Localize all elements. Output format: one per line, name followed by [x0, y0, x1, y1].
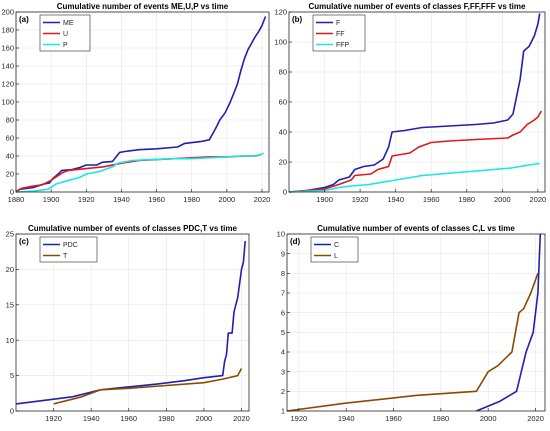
panel-label: (b) — [292, 15, 303, 24]
y-tick-label: 20 — [6, 170, 14, 179]
series-line-ffp — [288, 162, 540, 193]
y-tick-label: 4 — [281, 348, 285, 357]
x-tick-label: 2020 — [530, 195, 547, 204]
series-line-pdc — [15, 241, 246, 405]
x-tick-label: 1920 — [45, 414, 62, 423]
x-tick-label: 1980 — [458, 195, 475, 204]
legend-box — [310, 236, 359, 263]
x-tick-label: 1980 — [433, 414, 450, 423]
panel-b: 1900 1920 1940 1960 1980 2000 2020 0 20 40 60 80 100… — [274, 2, 546, 204]
y-tick-label: 120 — [1, 80, 14, 89]
y-tick-label: 120 — [274, 8, 287, 17]
y-tick-label: 25 — [6, 230, 14, 239]
y-tick-label: 9 — [281, 249, 285, 258]
y-tick-label: 80 — [6, 116, 14, 125]
x-tick-label: 2020 — [254, 195, 271, 204]
y-tick-label: 5 — [10, 371, 14, 380]
series-line-ff — [288, 110, 543, 193]
y-tick-label: 60 — [279, 98, 287, 107]
legend-label: P — [63, 42, 68, 49]
legend-label: ME — [63, 20, 74, 27]
x-tick-label: 2000 — [218, 195, 235, 204]
legend-label: F — [336, 20, 340, 27]
y-tick-label: 20 — [6, 265, 14, 274]
legend-label: C — [334, 242, 339, 249]
legend-label: PDC — [63, 242, 78, 249]
legend-label: FFP — [336, 42, 350, 49]
y-tick-label: 3 — [281, 367, 285, 376]
x-tick-label: 1920 — [352, 195, 369, 204]
y-tick-label: 140 — [1, 62, 14, 71]
plot-area — [287, 234, 545, 411]
y-tick-label: 10 — [277, 230, 285, 239]
panel-a: 1880 1900 1920 1940 1960 1980 2000 2020 0 20 40 60 8… — [1, 2, 270, 204]
x-tick-label: 1940 — [113, 195, 130, 204]
series-line-f — [288, 13, 541, 193]
x-tick-label: 2020 — [527, 414, 544, 423]
y-tick-label: 2 — [281, 387, 285, 396]
x-tick-label: 1960 — [423, 195, 440, 204]
x-tick-label: 1880 — [8, 195, 25, 204]
panel-label: (c) — [19, 237, 29, 246]
chart-title: Cumulative number of events of classes P… — [28, 224, 238, 233]
series-line-me — [15, 16, 267, 193]
legend-label: FF — [336, 31, 345, 38]
y-tick-label: 40 — [6, 152, 14, 161]
x-tick-label: 1960 — [120, 414, 137, 423]
x-tick-label: 1940 — [83, 414, 100, 423]
y-tick-label: 20 — [279, 158, 287, 167]
y-tick-label: 160 — [1, 44, 14, 53]
legend-label: U — [63, 31, 68, 38]
y-tick-label: 0 — [283, 188, 287, 197]
panel-label: (a) — [19, 15, 29, 24]
axes-box — [286, 233, 546, 412]
y-tick-label: 10 — [6, 336, 14, 345]
y-tick-label: 100 — [1, 98, 14, 107]
chart-title: Cumulative number of events ME,U,P vs ti… — [57, 2, 229, 11]
chart-title: Cumulative number of events of classes C… — [317, 224, 515, 233]
series-line-c — [476, 233, 542, 412]
y-tick-label: 8 — [281, 269, 285, 278]
panel-c: 1920 1940 1960 1980 2000 2020 0 5 10 15 20 25 Cumula… — [6, 224, 250, 423]
panel-d: 1920 1940 1960 1980 2000 2020 1 2 3 4 5 6 7 8 9 10 Cumul… — [277, 224, 546, 423]
y-tick-label: 40 — [279, 128, 287, 137]
y-tick-label: 5 — [281, 328, 285, 337]
legend-box — [39, 236, 98, 263]
legend-label: L — [334, 253, 338, 260]
x-tick-label: 1940 — [387, 195, 404, 204]
panel-label: (d) — [290, 237, 301, 246]
y-tick-label: 15 — [6, 300, 14, 309]
series-line-p — [15, 152, 264, 193]
x-tick-label: 1900 — [316, 195, 333, 204]
x-tick-label: 1980 — [158, 414, 175, 423]
x-tick-label: 1920 — [78, 195, 95, 204]
x-tick-label: 2020 — [233, 414, 250, 423]
series-line-l — [286, 273, 539, 412]
y-tick-label: 7 — [281, 289, 285, 298]
x-tick-label: 2000 — [196, 414, 213, 423]
x-tick-label: 1960 — [385, 414, 402, 423]
x-tick-label: 2000 — [494, 195, 511, 204]
chart-title: Cumulative number of events of classes F… — [309, 2, 526, 11]
x-tick-label: 1960 — [148, 195, 165, 204]
x-tick-label: 1900 — [43, 195, 60, 204]
x-tick-label: 1980 — [183, 195, 200, 204]
x-tick-label: 1920 — [290, 414, 307, 423]
y-tick-label: 60 — [6, 134, 14, 143]
axes-box — [15, 233, 250, 412]
y-tick-label: 80 — [279, 68, 287, 77]
y-tick-label: 6 — [281, 308, 285, 317]
x-tick-label: 1940 — [338, 414, 355, 423]
legend-label: T — [63, 253, 68, 260]
y-tick-label: 100 — [274, 38, 287, 47]
y-tick-label: 0 — [10, 407, 14, 416]
y-tick-label: 180 — [1, 26, 14, 35]
y-tick-label: 1 — [281, 407, 285, 416]
series-line-t — [53, 368, 243, 405]
x-tick-label: 2000 — [480, 414, 497, 423]
y-tick-label: 200 — [1, 8, 14, 17]
y-tick-label: 0 — [10, 188, 14, 197]
